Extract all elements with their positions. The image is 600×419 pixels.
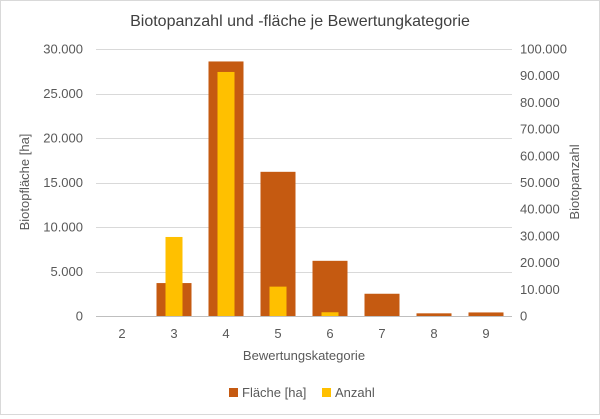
y-right-tick-label: 20.000 <box>520 255 560 270</box>
legend-label-area: Fläche [ha] <box>242 385 306 400</box>
y-right-tick-label: 80.000 <box>520 95 560 110</box>
y-right-tick-label: 60.000 <box>520 148 560 163</box>
bars-area <box>156 61 504 317</box>
bar-area <box>312 260 348 316</box>
y-left-tick-label: 0 <box>76 309 83 324</box>
y-right-tick-label: 50.000 <box>520 175 560 190</box>
y-axis-right-title: Biotopanzahl <box>567 144 582 219</box>
y-right-tick-label: 90.000 <box>520 68 560 83</box>
x-axis-ticks: 2 3 4 5 6 7 8 9 <box>118 326 489 341</box>
y-left-tick-label: 20.000 <box>43 131 83 146</box>
y-left-tick-label: 25.000 <box>43 86 83 101</box>
bar-area <box>416 313 452 316</box>
y-right-tick-label: 10.000 <box>520 282 560 297</box>
y-right-tick-label: 0 <box>520 309 527 324</box>
bar-area <box>468 312 504 316</box>
y-left-tick-label: 15.000 <box>43 175 83 190</box>
legend: Fläche [ha] Anzahl <box>229 385 375 400</box>
x-tick-label: 6 <box>326 326 333 341</box>
bar-count <box>217 71 235 316</box>
x-tick-label: 2 <box>118 326 125 341</box>
y-left-tick-label: 30.000 <box>43 42 83 57</box>
bar-count <box>269 286 287 316</box>
x-tick-label: 3 <box>170 326 177 341</box>
bar-count <box>321 312 339 316</box>
x-tick-label: 8 <box>430 326 437 341</box>
x-tick-label: 4 <box>222 326 229 341</box>
x-tick-label: 9 <box>482 326 489 341</box>
y-right-tick-label: 70.000 <box>520 122 560 137</box>
gridlines <box>96 49 512 317</box>
legend-swatch-area <box>229 388 238 397</box>
y-right-tick-label: 100.000 <box>520 42 567 57</box>
y-right-tick-label: 30.000 <box>520 228 560 243</box>
y-axis-left-title: Biotopfläche [ha] <box>17 134 32 231</box>
right-axis-ticks: 0 10.000 20.000 30.000 40.000 50.000 60.000 70.… <box>520 42 567 324</box>
y-left-tick-label: 5.000 <box>50 264 83 279</box>
left-axis-ticks: 0 5.000 10.000 15.000 20.000 25.000 30.000 <box>43 42 83 324</box>
bar-count <box>165 236 183 316</box>
legend-swatch-count <box>322 388 331 397</box>
chart-title: Biotopanzahl und -fläche je Bewertungkat… <box>130 13 470 30</box>
y-left-tick-label: 10.000 <box>43 220 83 235</box>
y-right-tick-label: 40.000 <box>520 202 560 217</box>
legend-label-count: Anzahl <box>335 385 375 400</box>
x-axis-title: Bewertungskategorie <box>243 348 365 363</box>
bar-area <box>364 293 400 316</box>
bars-count <box>165 71 339 316</box>
x-tick-label: 5 <box>274 326 281 341</box>
x-tick-label: 7 <box>378 326 385 341</box>
